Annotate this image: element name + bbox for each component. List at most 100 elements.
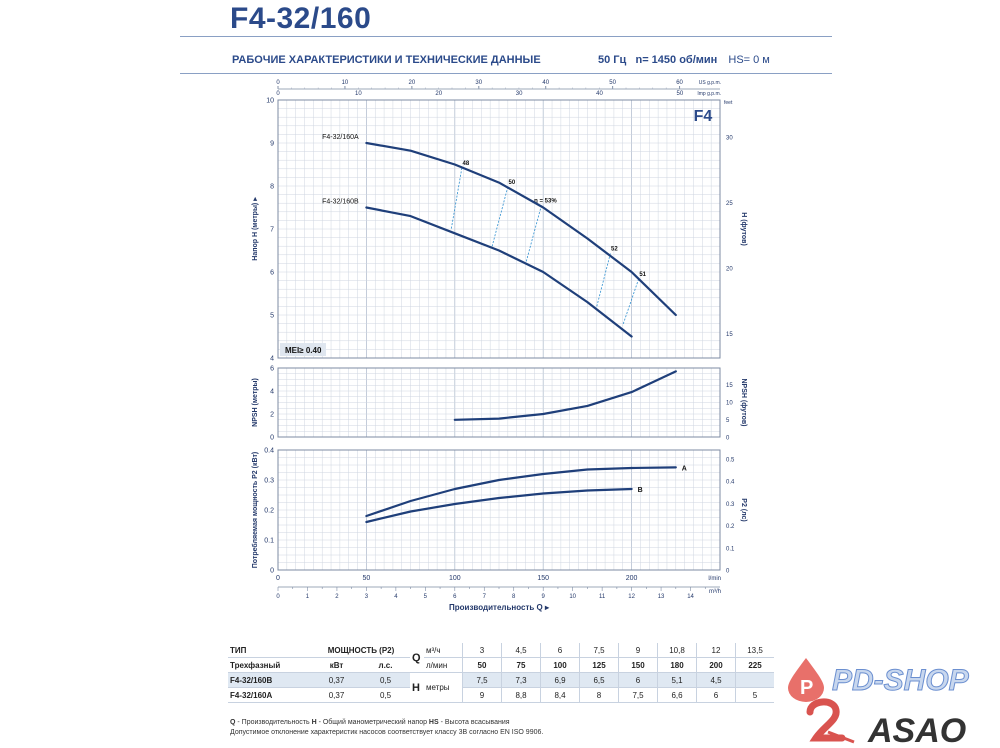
- power-ytick: 0: [270, 568, 274, 575]
- imp-gpm-tick: 40: [596, 91, 603, 97]
- note-q-text: - Производительность: [235, 719, 312, 726]
- power-curve-b: [365, 487, 633, 524]
- kw-header: кВт: [312, 657, 361, 673]
- npsh-ytick-right: 10: [726, 400, 733, 406]
- efficiency-label: η = 53%: [534, 198, 557, 204]
- q-lmin-cells: 50 75 100 125 150 180 200 225: [462, 657, 774, 673]
- asao-mark-icon: [806, 698, 846, 742]
- power-ytick-right: 0.2: [726, 524, 735, 530]
- q-header: Q: [410, 643, 424, 673]
- hrow0-cell: 6: [618, 673, 658, 687]
- note-q-key: Q: [230, 719, 236, 726]
- qlmin-cell: 180: [657, 658, 697, 672]
- hrow0-cell: 6,5: [579, 673, 619, 687]
- efficiency-line: [525, 205, 542, 265]
- asao-logo[interactable]: ASAO: [806, 698, 1000, 748]
- note-hs-key: HS: [428, 719, 439, 726]
- asao-logo-text: ASAO: [867, 712, 966, 748]
- suction-height-label: HS= 0 м: [728, 54, 770, 66]
- qm3h-cell: 9: [618, 643, 658, 657]
- us-gpm-tick: 50: [609, 80, 616, 86]
- head-ytick-right: 30: [726, 135, 733, 141]
- npsh-ylabel: NPSH (метры): [252, 378, 259, 427]
- efficiency-line: [622, 278, 640, 326]
- efficiency-line: [595, 253, 611, 309]
- model-b-kw: 0,37: [312, 672, 361, 688]
- npsh-ytick: 2: [270, 412, 274, 419]
- head-ytick: 10: [266, 98, 274, 105]
- head-series-label: F4-32/160B: [322, 199, 359, 206]
- head-curve-a: [365, 141, 677, 317]
- efficiency-label: 50: [508, 180, 515, 186]
- efficiency-label: 52: [611, 247, 618, 253]
- lmin-tick: 100: [449, 575, 461, 582]
- hrow1-cell: 8,4: [540, 688, 580, 702]
- m3h-tick: 0: [276, 594, 280, 600]
- qlmin-cell: 50: [462, 658, 502, 672]
- power-ytick-right: 0.5: [726, 457, 735, 463]
- head-ytick: 7: [270, 227, 274, 234]
- power-ytick: 0.1: [264, 538, 274, 545]
- mei-label: MEI≥ 0.40: [285, 346, 322, 355]
- feet-unit: feet: [724, 100, 733, 106]
- power-ytick: 0.4: [264, 448, 274, 455]
- operating-conditions: 50 Гц n= 1450 об/мин HS= 0 м: [598, 54, 770, 66]
- frequency-label: 50 Гц: [598, 54, 627, 66]
- hrow1-cell: 5: [735, 688, 774, 702]
- efficiency-label: 51: [639, 272, 646, 278]
- m3h-tick: 3: [365, 594, 369, 600]
- head-ylabel: Напор H (метры) ▸: [252, 197, 259, 261]
- power-series-label: B: [638, 487, 643, 494]
- power-ytick-right: 0.4: [726, 480, 735, 486]
- lmin-unit: l/min: [708, 576, 721, 582]
- us-gpm-unit: US g.p.m.: [699, 80, 721, 86]
- shop-logo-text: PD-SHOP: [832, 664, 970, 697]
- power-ylabel-right: P2 (лс): [740, 498, 747, 521]
- note-tolerance: Допустимое отклонение характеристик насо…: [230, 729, 544, 736]
- imp-gpm-tick: 20: [435, 91, 442, 97]
- hrow1-cell: 7,5: [618, 688, 658, 702]
- head-ytick: 4: [270, 356, 274, 363]
- type-header: ТИП: [228, 643, 312, 658]
- head-ytick-right: 15: [726, 332, 733, 338]
- hrow1-cell: 6: [696, 688, 736, 702]
- head-ytick: 9: [270, 141, 274, 148]
- power-frame: [277, 449, 721, 571]
- h-unit: метры: [424, 672, 462, 703]
- imp-gpm-tick: 0: [276, 91, 280, 97]
- note-h-key: H: [311, 719, 317, 726]
- head-ytick: 6: [270, 270, 274, 277]
- note-h-text: - Общий манометрический напор: [316, 719, 429, 726]
- hp-header: л.с.: [361, 657, 410, 673]
- hrow0-cell: 4,5: [696, 673, 736, 687]
- hrow1-cell: 8: [579, 688, 619, 702]
- pd-shop-logo[interactable]: P PD-SHOP: [780, 654, 980, 704]
- npsh-ytick: 6: [270, 366, 274, 373]
- imp-gpm-tick: 10: [355, 91, 362, 97]
- three-phase-header: Трехфазный: [228, 657, 312, 673]
- h-header: H: [410, 672, 424, 703]
- m3h-tick: 8: [512, 594, 516, 600]
- power-ytick: 0.2: [264, 508, 274, 515]
- power-header: МОЩНОСТЬ (P2): [312, 643, 410, 658]
- note-hs-text: - Высота всасывания: [438, 719, 510, 726]
- chart-subtitle: РАБОЧИЕ ХАРАКТЕРИСТИКИ И ТЕХНИЧЕСКИЕ ДАН…: [232, 54, 541, 66]
- spec-table: ТИП МОЩНОСТЬ (P2) Q м³/ч 3 4,5 6 7,5 9 10,8 12…: [228, 643, 774, 703]
- lmin-tick: 0: [276, 575, 280, 582]
- qm3h-cell: 6: [540, 643, 580, 657]
- speed-label: n= 1450 об/мин: [635, 54, 718, 66]
- efficiency-label: 48: [463, 161, 470, 167]
- npsh-ytick-right: 0: [726, 436, 730, 442]
- mei-box: [280, 343, 326, 356]
- m3h-tick: 7: [483, 594, 487, 600]
- m3h-tick: 6: [453, 594, 457, 600]
- qlmin-cell: 150: [618, 658, 658, 672]
- npsh-ytick-right: 5: [726, 418, 730, 424]
- m3h-tick: 5: [424, 594, 428, 600]
- svg-text:P: P: [800, 677, 813, 699]
- m3h-tick: 2: [335, 594, 339, 600]
- hrow1-cell: 8,8: [501, 688, 541, 702]
- hrow0-cell: 7,5: [462, 673, 502, 687]
- model-b-hp: 0,5: [361, 672, 410, 688]
